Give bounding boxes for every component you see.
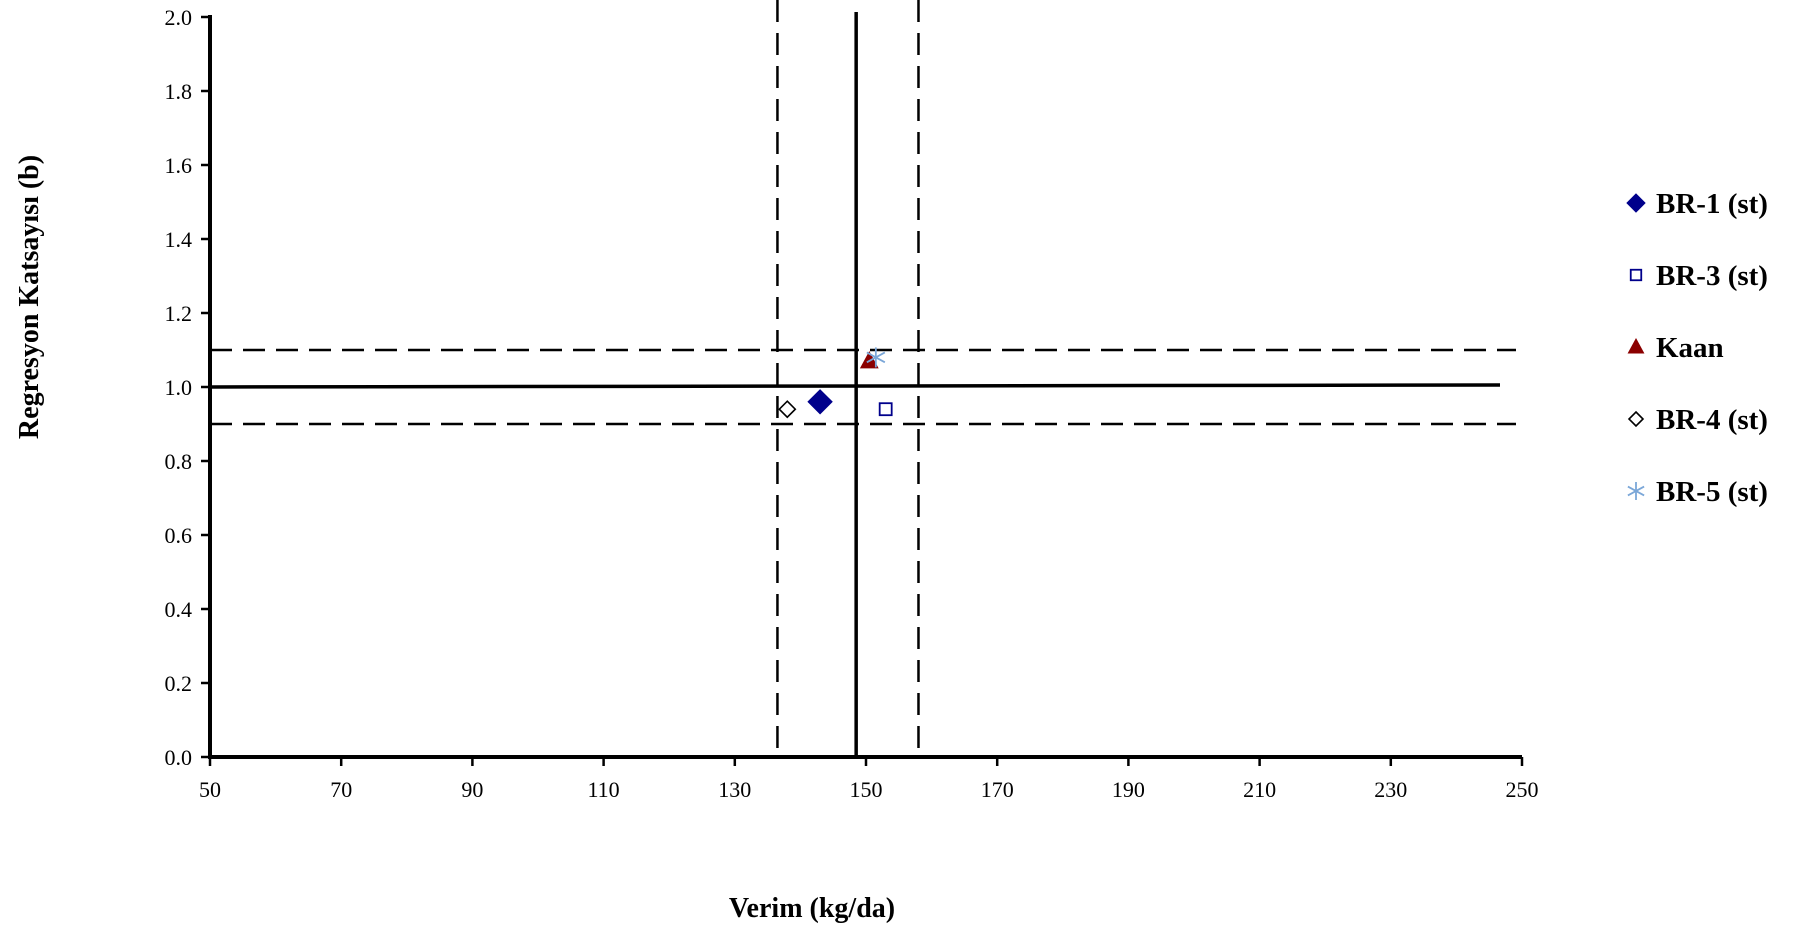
y-tick-label: 1.8: [165, 79, 193, 104]
x-tick-label: 110: [588, 777, 620, 802]
data-point-br-3-st: [878, 402, 893, 417]
x-tick-label: 70: [330, 777, 352, 802]
legend-label-br-1-st: BR-1 (st): [1656, 188, 1768, 220]
legend-marker-br-3-st: [1629, 268, 1643, 282]
y-tick-label: 1.0: [165, 375, 193, 400]
data-point-br-5-st: [866, 347, 886, 368]
x-axis-title: Verim (kg/da): [729, 893, 895, 924]
legend-marker-br-1-st: [1626, 193, 1646, 213]
legend-label-br-3-st: BR-3 (st): [1656, 260, 1768, 292]
legend-label-br-5-st: BR-5 (st): [1656, 476, 1768, 508]
y-tick-label: 0.0: [165, 745, 193, 770]
y-tick-label: 1.6: [165, 153, 193, 178]
plot-area: [208, 0, 1522, 759]
x-tick-label: 150: [850, 777, 883, 802]
legend: BR-1 (st) BR-3 (st) Kaan BR-4 (st) BR-5 (st): [1626, 188, 1768, 508]
x-tick-label: 190: [1112, 777, 1145, 802]
data-points: [778, 347, 893, 419]
y-tick-label: 0.6: [165, 523, 193, 548]
legend-label-kaan: Kaan: [1656, 332, 1724, 364]
legend-marker-br-5-st: [1627, 482, 1645, 500]
y-tick-label: 2.0: [165, 5, 193, 30]
data-point-br-1-st: [807, 389, 833, 415]
y-tick-label: 0.4: [165, 597, 193, 622]
x-tick-label: 230: [1374, 777, 1407, 802]
legend-marker-br-4-st: [1627, 410, 1645, 428]
data-point-kaan: [859, 351, 879, 369]
legend-label-br-4-st: BR-4 (st): [1656, 404, 1768, 436]
x-tick-label: 90: [461, 777, 483, 802]
x-tick-label: 170: [981, 777, 1014, 802]
y-axis-title: Regresyon Katsayısı (b): [14, 155, 45, 439]
x-tick-label: 130: [718, 777, 751, 802]
axis-ticks: 50 70 90 110 130 150 170 190 210 230 250 0.0 0.2 0.4 0…: [165, 5, 1539, 802]
star-stroke: [1627, 485, 1645, 497]
x-tick-label: 250: [1506, 777, 1539, 802]
x-tick-label: 50: [199, 777, 221, 802]
data-point-br-4-st: [778, 400, 797, 419]
x-tick-label: 210: [1243, 777, 1276, 802]
y-tick-label: 0.8: [165, 449, 193, 474]
y-tick-label: 1.2: [165, 301, 193, 326]
legend-marker-kaan: [1627, 337, 1645, 354]
horizontal-mean-line: [209, 383, 1501, 389]
y-tick-label: 0.2: [165, 671, 193, 696]
star-stroke: [866, 351, 886, 364]
y-tick-label: 1.4: [165, 227, 193, 252]
